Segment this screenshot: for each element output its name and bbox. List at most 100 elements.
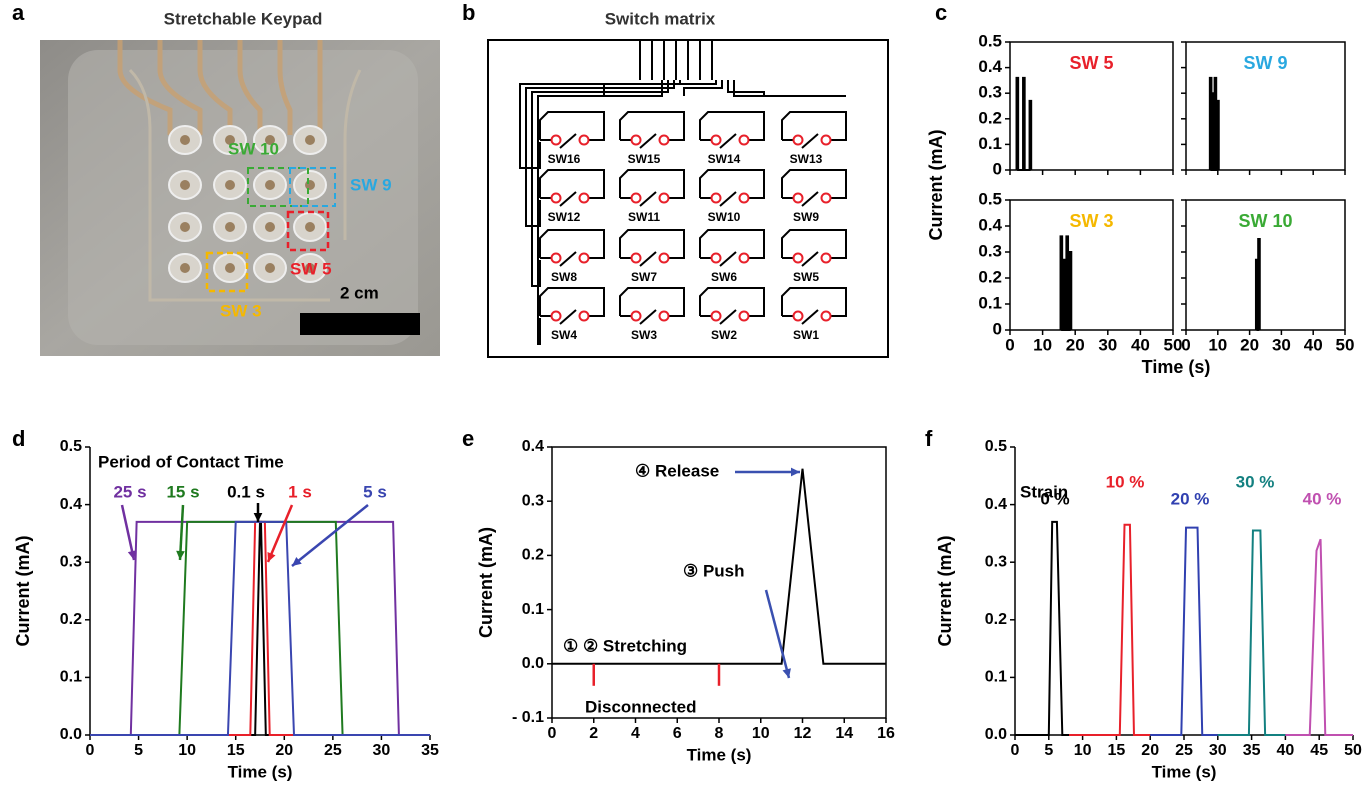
switch-label: SW4 <box>551 328 577 342</box>
y-tick-label: 0.4 <box>978 57 1002 76</box>
switch-label: SW7 <box>631 270 657 284</box>
trace <box>157 40 203 135</box>
y-tick-label: 0.2 <box>522 547 544 564</box>
switch-blade <box>639 251 657 267</box>
wire <box>619 287 685 317</box>
y-tick-label: 0 <box>993 319 1002 338</box>
pad-center <box>265 263 275 273</box>
wire <box>699 287 765 317</box>
data-line <box>1150 526 1218 736</box>
x-tick-label: 30 <box>1209 742 1227 759</box>
series-label: 0.1 s <box>227 482 265 501</box>
y-tick-label: 0.5 <box>978 31 1002 50</box>
arrow <box>120 504 136 561</box>
switch-label: SW8 <box>551 270 577 284</box>
x-tick-label: 12 <box>794 725 812 742</box>
panel-letter: f <box>925 426 933 451</box>
x-tick-label: 14 <box>835 725 853 742</box>
subplot-title: SW 10 <box>1238 211 1292 231</box>
y-tick-label: 0.4 <box>978 215 1002 234</box>
pad-center <box>225 135 235 145</box>
y-tick-label: 0.1 <box>978 293 1002 312</box>
switch-blade <box>719 251 737 267</box>
pad-center <box>225 222 235 232</box>
arrow-head <box>790 467 800 477</box>
switch-contact <box>710 192 722 204</box>
annotation: Period of Contact Time <box>98 452 284 471</box>
switch-contact <box>738 134 750 146</box>
x-tick-label: 40 <box>1277 742 1295 759</box>
switch-contact <box>550 192 562 204</box>
x-tick-label: 15 <box>1108 742 1126 759</box>
y-tick-label: 0.3 <box>60 553 82 570</box>
highlight-box <box>286 210 330 252</box>
x-axis-label: Time (s) <box>228 762 293 781</box>
switch-contact <box>578 134 590 146</box>
annotation: ① ② Stretching <box>563 636 687 655</box>
y-axis-label: Current (mA) <box>935 535 955 646</box>
series-label: 15 s <box>166 482 199 501</box>
switch-blade <box>559 191 577 207</box>
switch-label: SW14 <box>708 152 741 166</box>
wire <box>781 169 847 199</box>
plot-frame <box>1009 199 1174 331</box>
panel-letter: a <box>12 0 25 25</box>
arrow <box>266 504 294 563</box>
y-tick-label: 0.1 <box>985 669 1007 686</box>
x-tick-label: 0 <box>548 725 557 742</box>
y-axis-label: Current (mA) <box>13 535 33 646</box>
plot-frame <box>1185 199 1346 331</box>
highlight-box <box>289 167 336 207</box>
switch-contact <box>820 252 832 264</box>
switch-label: SW11 <box>628 210 660 224</box>
wire <box>733 80 846 97</box>
subplot-title: SW 3 <box>1069 211 1113 231</box>
x-tick-label: 45 <box>1310 742 1328 759</box>
wire <box>537 80 663 345</box>
switch-blade <box>801 309 819 325</box>
switch-contact <box>820 192 832 204</box>
arrow-head <box>253 512 263 522</box>
switch-contact <box>738 252 750 264</box>
x-tick-label: 50 <box>1344 742 1362 759</box>
x-tick-label: 20 <box>1066 335 1085 354</box>
y-tick-label: 0.4 <box>60 496 82 513</box>
switch-contact <box>550 134 562 146</box>
switch-contact <box>630 310 642 322</box>
y-tick-label: 0.4 <box>985 496 1007 513</box>
y-tick-label: 0.3 <box>985 553 1007 570</box>
switch-blade <box>801 251 819 267</box>
series-label: 40 % <box>1303 489 1342 508</box>
wire <box>539 169 605 199</box>
y-tick-label: 0.1 <box>60 669 82 686</box>
switch-contact <box>820 134 832 146</box>
wire <box>699 169 765 199</box>
switch-label: SW3 <box>631 328 657 342</box>
y-tick-label: 0.5 <box>60 438 82 455</box>
y-tick-label: 0.0 <box>985 726 1007 743</box>
wire <box>539 287 605 317</box>
wire <box>781 287 847 317</box>
y-tick-label: 0.2 <box>985 611 1007 628</box>
switch-blade <box>719 191 737 207</box>
switch-contact <box>820 310 832 322</box>
y-tick-label: 0.3 <box>522 492 544 509</box>
x-tick-label: 2 <box>589 725 598 742</box>
keypad-substrate <box>68 50 418 345</box>
x-tick-label: 0 <box>86 742 95 759</box>
switch-contact <box>550 310 562 322</box>
panel-title: Stretchable Keypad <box>164 9 323 28</box>
y-tick-label: 0 <box>993 159 1002 178</box>
pad-center <box>180 263 190 273</box>
switch-blade <box>801 191 819 207</box>
data-line <box>1059 235 1073 331</box>
arrow-head <box>267 552 276 562</box>
series-label: 0 % <box>1040 489 1069 508</box>
switch-blade <box>559 251 577 267</box>
data-line <box>1217 529 1286 736</box>
switch-contact <box>710 252 722 264</box>
panel-letter: d <box>12 426 25 451</box>
x-tick-label: 6 <box>673 725 682 742</box>
pad-center <box>225 263 235 273</box>
